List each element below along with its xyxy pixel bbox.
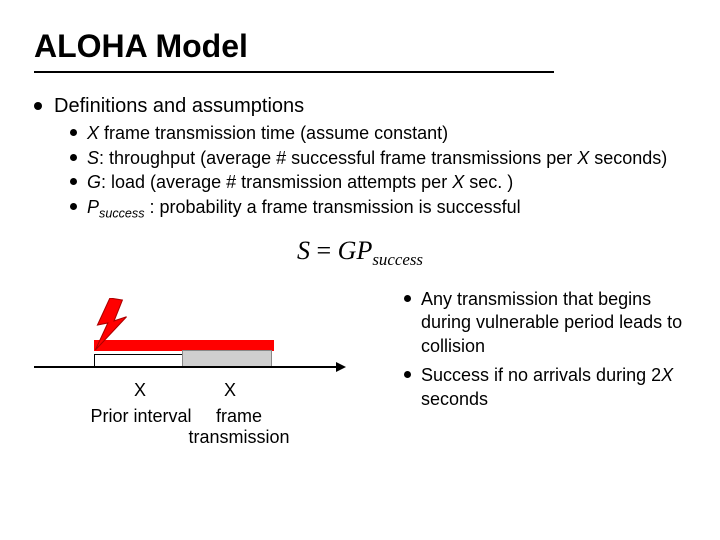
formula-eq: = — [310, 236, 338, 265]
bullet-icon — [404, 295, 411, 302]
bullet-icon — [34, 102, 42, 110]
var-x: X — [577, 148, 589, 168]
def-g: G: load (average # transmission attempts… — [70, 171, 686, 194]
var-x: X — [661, 365, 673, 385]
def-p-text: Psuccess : probability a frame transmiss… — [87, 196, 521, 222]
frame-label: frame transmission — [184, 406, 294, 448]
text: seconds) — [589, 148, 667, 168]
slide-title: ALOHA Model — [34, 28, 686, 65]
def-g-text: G: load (average # transmission attempts… — [87, 171, 513, 194]
note-2: Success if no arrivals during 2X seconds — [404, 364, 686, 411]
time-axis — [34, 366, 344, 368]
formula-g: G — [338, 236, 357, 265]
main-bullet-text: Definitions and assumptions — [54, 95, 304, 118]
notes-list: Any transmission that begins during vuln… — [364, 288, 686, 458]
lower-row: X X Prior interval frame transmission An… — [34, 288, 686, 458]
text: : probability a frame transmission is su… — [145, 197, 521, 217]
text: Success if no arrivals during 2 — [421, 365, 661, 385]
def-p: Psuccess : probability a frame transmiss… — [70, 196, 686, 222]
text: seconds — [421, 389, 488, 409]
var-p: P — [87, 197, 99, 217]
text: frame transmission time (assume constant… — [99, 123, 448, 143]
formula: S = GPsuccess — [34, 236, 686, 270]
definitions-list: X frame transmission time (assume consta… — [70, 122, 686, 222]
formula-psub: success — [372, 250, 423, 269]
prior-label: Prior interval — [86, 406, 196, 427]
x-label-1: X — [134, 380, 146, 401]
var-g: G — [87, 172, 101, 192]
title-rule — [34, 71, 554, 73]
bullet-icon — [70, 178, 77, 185]
bullet-icon — [70, 203, 77, 210]
text: : throughput (average # successful frame… — [99, 148, 577, 168]
var-x: X — [452, 172, 464, 192]
bullet-icon — [404, 371, 411, 378]
main-bullet-row: Definitions and assumptions — [34, 95, 686, 118]
def-x: X frame transmission time (assume consta… — [70, 122, 686, 145]
def-x-text: X frame transmission time (assume consta… — [87, 122, 448, 145]
formula-p: P — [356, 236, 372, 265]
note-1: Any transmission that begins during vuln… — [404, 288, 686, 358]
slide: ALOHA Model Definitions and assumptions … — [0, 0, 720, 540]
note-2-text: Success if no arrivals during 2X seconds — [421, 364, 686, 411]
note-1-text: Any transmission that begins during vuln… — [421, 288, 686, 358]
bullet-icon — [70, 154, 77, 161]
def-s: S: throughput (average # successful fram… — [70, 147, 686, 170]
x-label-2: X — [224, 380, 236, 401]
text: sec. ) — [464, 172, 513, 192]
text: : load (average # transmission attempts … — [101, 172, 452, 192]
bullet-icon — [70, 129, 77, 136]
var-s: S — [87, 148, 99, 168]
def-s-text: S: throughput (average # successful fram… — [87, 147, 667, 170]
timing-diagram: X X Prior interval frame transmission — [34, 288, 364, 458]
var-x: X — [87, 123, 99, 143]
formula-s: S — [297, 236, 310, 265]
var-p-sub: success — [99, 206, 145, 220]
lightning-icon — [88, 298, 136, 355]
